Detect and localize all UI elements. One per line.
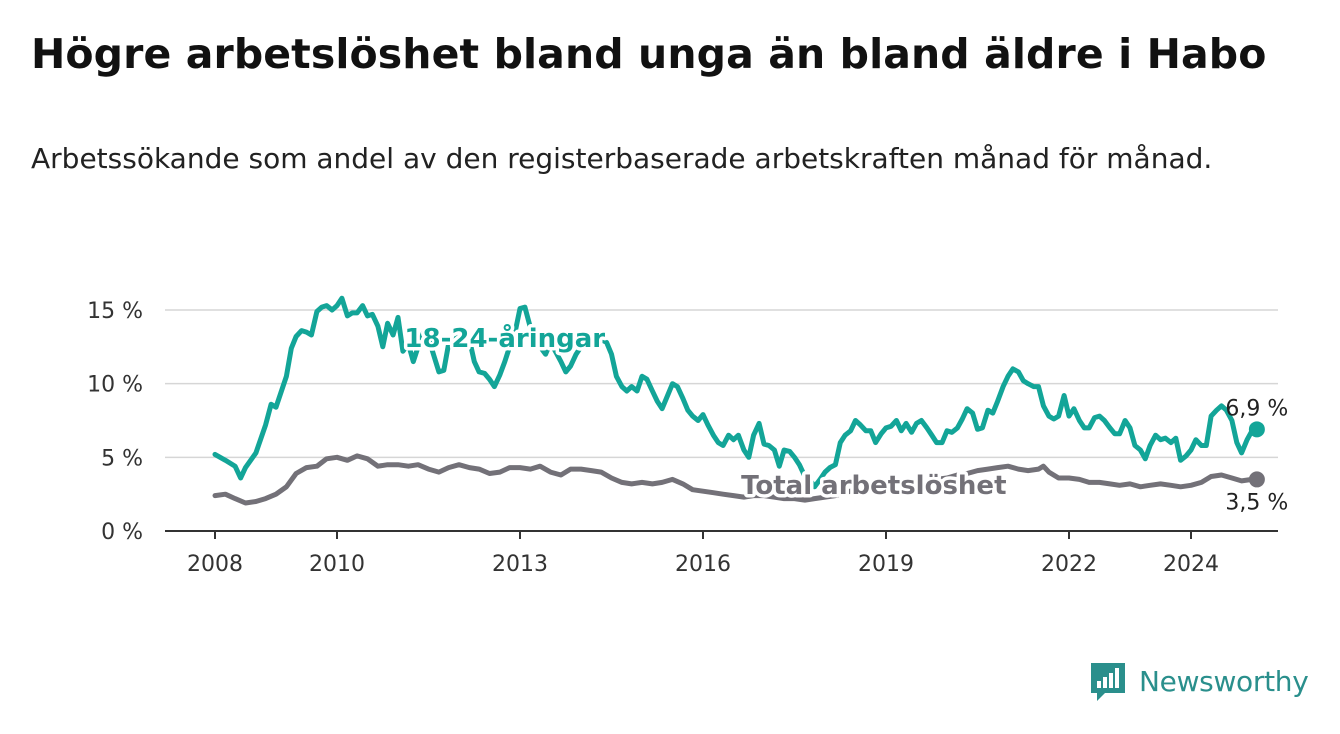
newsworthy-logo-icon <box>1091 663 1125 701</box>
x-tick-label: 2024 <box>1163 552 1219 577</box>
x-tick-label: 2019 <box>858 552 914 577</box>
series-lines <box>212 295 1265 506</box>
series-name-label: 18-24-åringar <box>404 322 605 354</box>
series-end-label: 6,9 % <box>1225 396 1288 421</box>
brand-name: Newsworthy <box>1139 664 1309 698</box>
series-line <box>212 295 1260 490</box>
series-end-point <box>1248 471 1265 488</box>
chart-subtitle: Arbetssökande som andel av den registerb… <box>31 142 1213 175</box>
series-end-label: 3,5 % <box>1225 490 1288 515</box>
series-name-label: Total arbetslöshet <box>741 471 1006 501</box>
y-tick-label: 10 % <box>87 373 143 398</box>
x-tick-label: 2016 <box>675 552 731 577</box>
newsworthy-brand: Newsworthy <box>1089 660 1309 702</box>
y-tick-label: 0 % <box>101 520 143 545</box>
y-tick-label: 15 % <box>87 299 143 324</box>
y-tick-label: 5 % <box>101 446 143 471</box>
series-end-point <box>1248 421 1265 438</box>
x-axis-ticks: 2008 2010 2013 2016 2019 2022 2024 <box>187 531 1219 577</box>
chart-title: Högre arbetslöshet bland unga än bland ä… <box>31 30 1267 78</box>
series-line <box>212 453 1260 506</box>
x-tick-label: 2008 <box>187 552 243 577</box>
gridlines <box>165 309 1278 459</box>
y-axis-ticks: 0 % 5 % 10 % 15 % <box>87 299 143 545</box>
x-tick-label: 2013 <box>492 552 548 577</box>
x-tick-label: 2022 <box>1041 552 1097 577</box>
x-tick-label: 2010 <box>309 552 365 577</box>
series-labels: 6,9 % 3,5 % 18-24-åringar Total arbetslöshe… <box>401 318 1288 515</box>
